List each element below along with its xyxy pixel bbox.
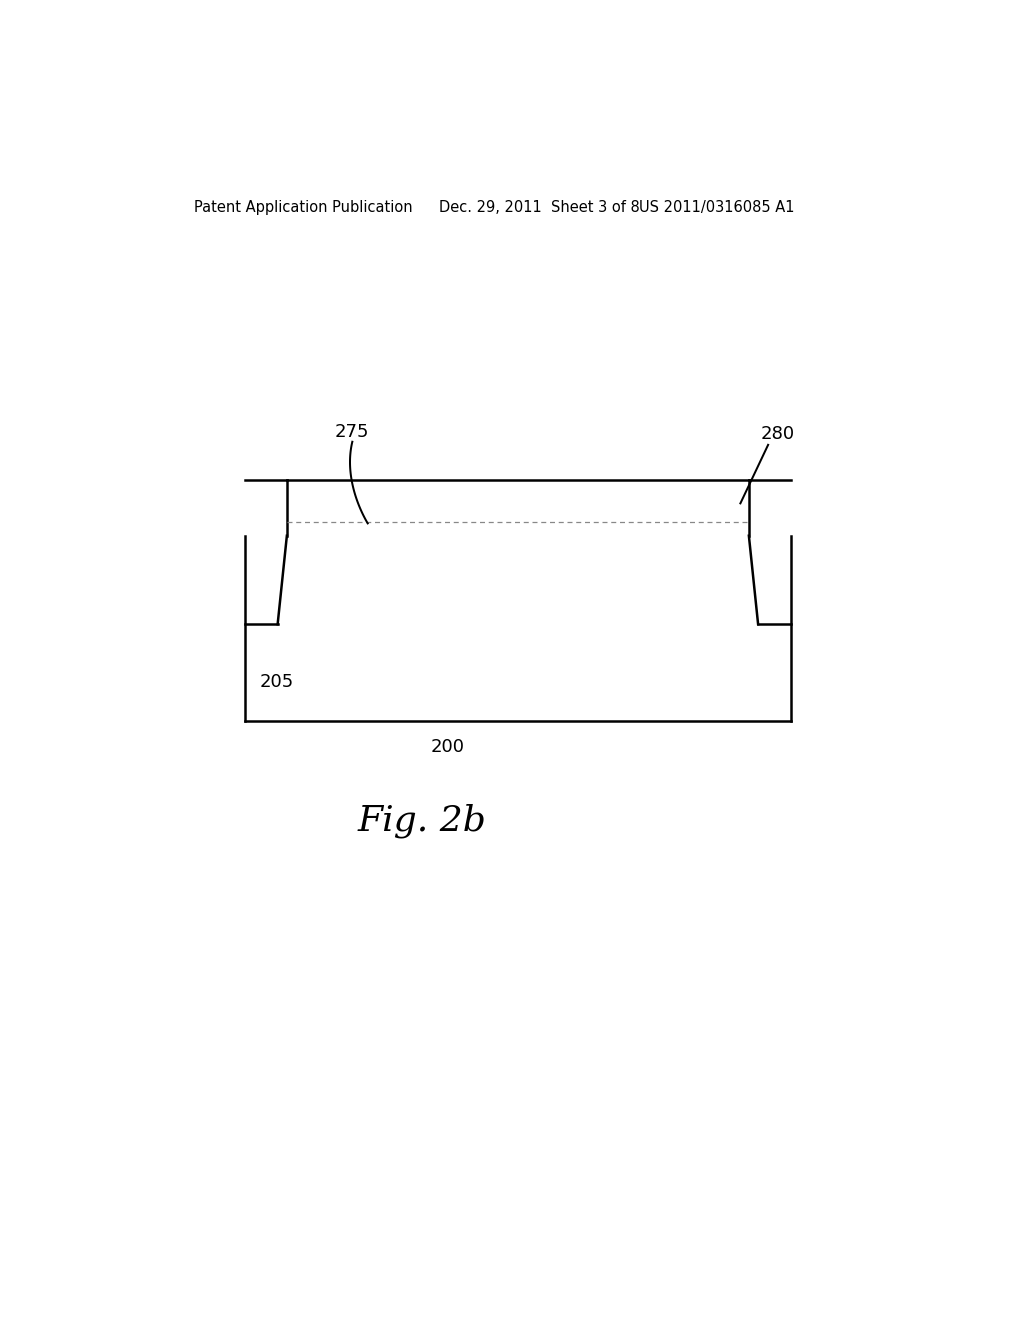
- Text: Dec. 29, 2011  Sheet 3 of 8: Dec. 29, 2011 Sheet 3 of 8: [438, 201, 639, 215]
- Text: Patent Application Publication: Patent Application Publication: [195, 201, 413, 215]
- Text: Fig. 2b: Fig. 2b: [357, 804, 486, 838]
- Text: 205: 205: [260, 673, 294, 690]
- Text: 200: 200: [431, 738, 465, 756]
- Text: US 2011/0316085 A1: US 2011/0316085 A1: [639, 201, 795, 215]
- Text: 275: 275: [335, 422, 369, 441]
- Text: 280: 280: [761, 425, 795, 444]
